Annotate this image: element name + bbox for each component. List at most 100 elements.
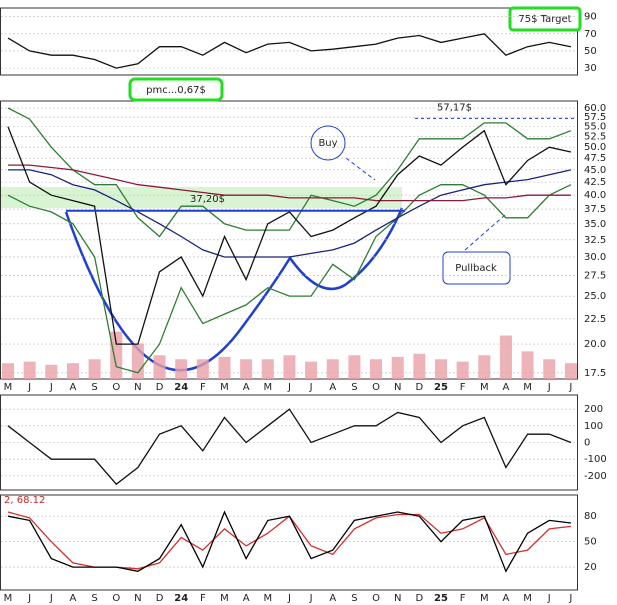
volume-bar — [196, 359, 209, 379]
x-tick-label: M — [480, 382, 489, 393]
x-tick-label: J — [547, 593, 551, 604]
y-tick-label: 22.5 — [584, 314, 606, 325]
y-tick-label: 100 — [584, 421, 603, 432]
y-tick-label: 50 — [584, 46, 597, 57]
x-tick-label: A — [503, 382, 510, 393]
rsi-line — [7, 33, 572, 69]
volume-bar — [326, 359, 339, 379]
rsi-panel — [0, 7, 578, 76]
x-tick-label: M — [220, 593, 229, 604]
y-tick-label: 17.5 — [584, 368, 606, 379]
volume-bar — [153, 355, 166, 379]
volume-bar — [110, 331, 123, 379]
x-tick-label: J — [49, 593, 53, 604]
x-tick-label: J — [309, 382, 313, 393]
x-tick-label: D — [156, 382, 164, 393]
support-label: 37,20$ — [190, 194, 225, 205]
y-tick-label: 20 — [584, 562, 597, 573]
x-tick-label: M — [263, 382, 272, 393]
y-tick-label: 90 — [584, 12, 597, 23]
buy-circle — [310, 125, 346, 161]
pullback-box — [442, 251, 511, 285]
x-tick-label: S — [91, 382, 97, 393]
y-tick-label: 32.5 — [584, 235, 606, 246]
volume-bar — [45, 364, 58, 379]
x-tick-label: J — [287, 593, 291, 604]
volume-bar — [456, 361, 469, 379]
x-tick-label: J — [27, 593, 31, 604]
volume-bar — [499, 335, 512, 379]
y-tick-label: 42.5 — [584, 177, 606, 188]
x-tick-label: J — [309, 593, 313, 604]
y-tick-label: 47.5 — [584, 153, 606, 164]
volume-bar — [2, 363, 14, 379]
y-tick-label: 60.0 — [584, 103, 606, 114]
x-tick-label: J — [568, 593, 572, 604]
x-tick-label: 24 — [174, 382, 188, 393]
x-tick-label: N — [394, 593, 401, 604]
x-tick-label: F — [200, 382, 206, 393]
buy-text: Buy — [318, 138, 337, 149]
stoch-label: 2, 68.12 — [4, 495, 45, 506]
volume-bar — [391, 356, 404, 379]
x-tick-label: O — [112, 382, 120, 393]
y-tick-label: 45.0 — [584, 165, 606, 176]
x-tick-label: O — [372, 382, 380, 393]
pullback-text: Pullback — [455, 263, 497, 274]
x-tick-label: S — [351, 593, 357, 604]
target-box — [508, 6, 582, 32]
y-tick-label: 40.0 — [584, 190, 606, 201]
volume-bar — [348, 355, 361, 379]
volume-bar — [175, 359, 188, 379]
x-tick-label: M — [523, 382, 532, 393]
x-tick-label: A — [70, 593, 77, 604]
x-tick-label: O — [372, 593, 380, 604]
volume-bar — [88, 359, 101, 379]
x-tick-label: S — [351, 382, 357, 393]
x-tick-label: M — [263, 593, 272, 604]
pmc-text: pmc...0,67$ — [146, 85, 206, 96]
volume-bar — [218, 356, 231, 379]
x-tick-label: D — [415, 382, 423, 393]
cci-panel — [0, 394, 578, 491]
y-tick-label: 30 — [584, 63, 597, 74]
volume-bar — [23, 361, 36, 379]
stoch-line — [7, 510, 571, 573]
resistance-label: 57,17$ — [437, 102, 472, 113]
x-tick-label: 25 — [434, 593, 448, 604]
x-tick-label: M — [523, 593, 532, 604]
x-tick-label: F — [460, 382, 466, 393]
x-tick-label: N — [134, 593, 141, 604]
stoch-panel — [0, 494, 578, 591]
y-tick-label: 55.0 — [584, 122, 606, 133]
volume-bar — [435, 359, 447, 379]
y-tick-label: 27.5 — [584, 271, 606, 282]
x-tick-label: M — [4, 593, 13, 604]
volume-bar — [66, 363, 79, 379]
y-tick-label: 20.0 — [584, 339, 606, 350]
x-tick-label: 25 — [434, 382, 448, 393]
x-tick-label: S — [91, 593, 97, 604]
volume-bar — [261, 359, 274, 379]
volume-bar — [478, 355, 491, 379]
x-tick-label: A — [503, 593, 510, 604]
volume-bar — [370, 359, 383, 379]
x-tick-label: M — [480, 593, 489, 604]
buy-arrow — [345, 157, 376, 181]
x-tick-label: D — [415, 593, 423, 604]
x-tick-label: O — [112, 593, 120, 604]
pmc-box — [128, 77, 224, 102]
y-tick-label: 57.5 — [584, 112, 606, 123]
y-tick-label: 30.0 — [584, 252, 606, 263]
ma-long-line — [8, 164, 571, 202]
y-tick-label: 25.0 — [584, 291, 606, 302]
x-tick-label: A — [70, 382, 77, 393]
x-tick-label: J — [49, 382, 53, 393]
y-tick-label: 70 — [584, 29, 597, 40]
x-tick-label: N — [134, 382, 141, 393]
y-tick-label: 52.5 — [584, 132, 606, 143]
y-tick-label: 80 — [584, 511, 597, 522]
x-tick-label: 24 — [174, 593, 188, 604]
lower-band-line — [7, 184, 572, 374]
